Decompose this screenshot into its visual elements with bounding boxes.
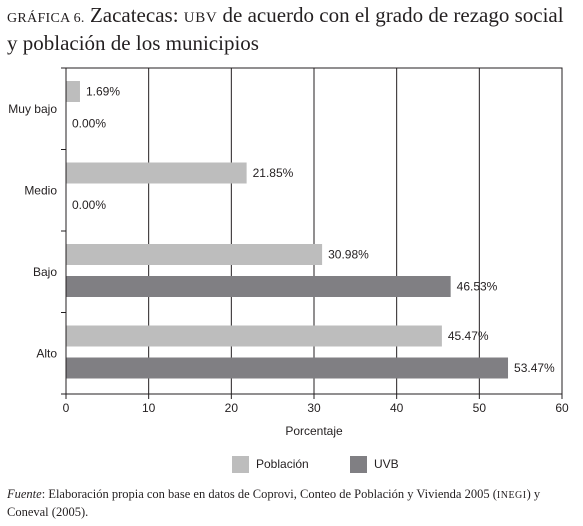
y-category-label: Bajo: [33, 265, 57, 279]
bar-uvb: [66, 276, 451, 297]
legend-swatch-uvb: [350, 455, 367, 473]
legend-swatch-poblacion: [232, 455, 249, 473]
x-axis-label: Porcentaje: [285, 424, 343, 438]
source-text-end: ) y Coneval (2005).: [7, 487, 541, 519]
x-tick-label: 30: [307, 401, 321, 415]
x-tick-label: 0: [63, 401, 70, 415]
x-tick-label: 60: [555, 401, 569, 415]
chart-title-text-after: de acuerdo con el grado de rezago social: [222, 3, 564, 27]
bar-poblacion: [66, 81, 80, 102]
source-abbr: INEGI: [496, 490, 527, 501]
data-label: 46.53%: [457, 280, 498, 294]
bar-poblacion: [66, 244, 323, 265]
chart-title: GRÁFICA 6. Zacatecas: UBV de acuerdo con…: [7, 3, 579, 55]
data-label: 1.69%: [86, 85, 120, 99]
legend-item-uvb: UVB: [350, 454, 399, 474]
chart-title-label: GRÁFICA 6.: [7, 11, 85, 26]
x-tick-label: 50: [473, 401, 487, 415]
data-label: 45.47%: [448, 329, 489, 343]
y-category-label: Muy bajo: [8, 102, 57, 116]
data-label: 0.00%: [72, 198, 106, 212]
y-category-label: Alto: [36, 346, 57, 360]
data-label: 21.85%: [253, 166, 294, 180]
chart-title-line2: y población de los municipios: [7, 31, 259, 55]
x-tick-label: 20: [225, 401, 239, 415]
x-tick-label: 10: [142, 401, 156, 415]
bar-poblacion: [66, 325, 442, 347]
bar-uvb: [66, 357, 509, 379]
legend-label-poblacion: Población: [256, 457, 309, 471]
legend-label-uvb: UVB: [374, 457, 399, 471]
bar-poblacion: [66, 162, 247, 184]
source-label: Fuente: [7, 487, 42, 501]
source-text: : Elaboración propia con base en datos d…: [41, 487, 497, 501]
legend-item-poblacion: Población: [232, 454, 309, 474]
source-note: Fuente: Elaboración propia con base en d…: [7, 486, 579, 520]
y-category-label: Medio: [24, 183, 57, 197]
chart-title-text-before: Zacatecas:: [89, 3, 179, 27]
data-label: 0.00%: [72, 117, 106, 131]
x-tick-label: 40: [390, 401, 404, 415]
data-label: 30.98%: [328, 248, 369, 262]
chart-title-abbr: UBV: [183, 10, 218, 26]
data-label: 53.47%: [514, 361, 555, 375]
